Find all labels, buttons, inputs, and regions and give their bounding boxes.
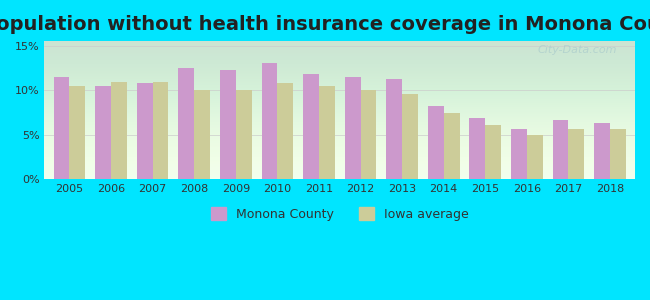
Bar (344, 77, 361, 179)
Bar (361, 90, 376, 179)
Bar (511, 130, 527, 179)
Bar (569, 130, 584, 179)
Bar (552, 120, 569, 179)
Bar (111, 82, 127, 179)
Bar (136, 83, 153, 179)
Bar (527, 135, 543, 179)
Text: City-Data.com: City-Data.com (538, 45, 618, 55)
Bar (610, 129, 626, 179)
Title: Population without health insurance coverage in Monona County: Population without health insurance cove… (0, 15, 650, 34)
Bar (95, 86, 111, 179)
Legend: Monona County, Iowa average: Monona County, Iowa average (206, 202, 474, 226)
Bar (402, 94, 418, 179)
Bar (303, 74, 319, 179)
Bar (594, 123, 610, 179)
Bar (70, 86, 85, 179)
Bar (194, 90, 210, 179)
Bar (469, 118, 486, 179)
Bar (428, 106, 444, 179)
Bar (278, 83, 293, 179)
Bar (444, 112, 460, 179)
Bar (261, 63, 278, 179)
Bar (54, 77, 70, 179)
Bar (386, 80, 402, 179)
Bar (236, 90, 252, 179)
Bar (153, 82, 168, 179)
Bar (319, 86, 335, 179)
Bar (486, 125, 501, 179)
Bar (178, 68, 194, 179)
Bar (220, 70, 236, 179)
